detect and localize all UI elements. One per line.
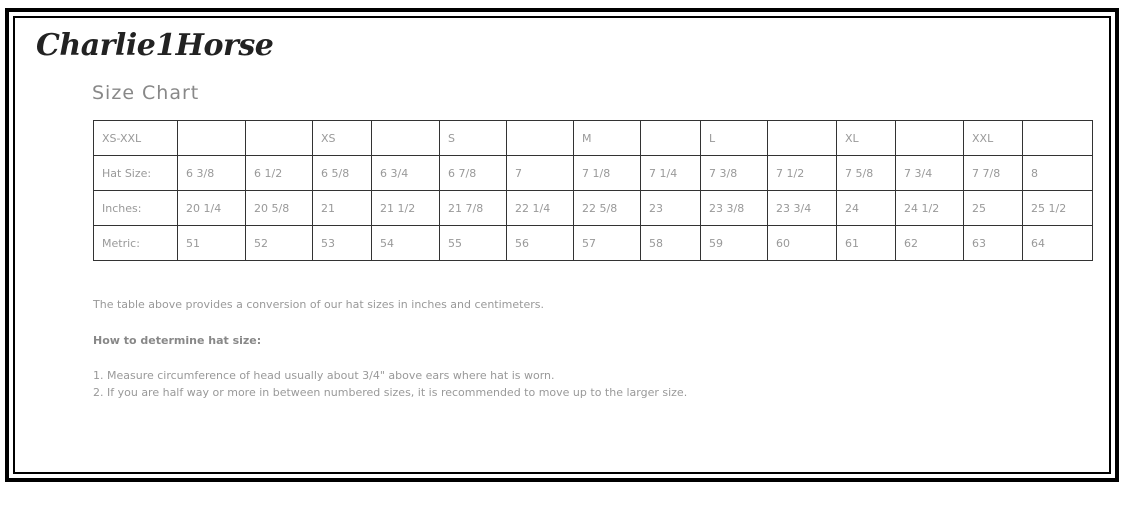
table-cell: 56 [506, 225, 574, 261]
table-row: XS-XXL XS S M L XL XXL [93, 120, 1093, 156]
table-cell: 21 1/2 [371, 190, 440, 226]
intro-text: The table above provides a conversion of… [93, 298, 544, 311]
table-row: Hat Size: 6 3/8 6 1/2 6 5/8 6 3/4 6 7/8 7 7 1/8… [93, 155, 1093, 191]
inner-frame [13, 16, 1111, 474]
table-cell: XS [312, 120, 372, 156]
table-cell: 58 [640, 225, 701, 261]
table-cell: 55 [439, 225, 507, 261]
page-title: Size Chart [92, 82, 200, 104]
table-cell: XL [836, 120, 896, 156]
size-table: XS-XXL XS S M L XL XXL Hat Size: 6 3/8 6 1/2 6 5/8… [93, 120, 1093, 261]
table-cell: 20 5/8 [245, 190, 313, 226]
table-cell [1022, 120, 1093, 156]
table-cell [177, 120, 246, 156]
table-cell: 23 [640, 190, 701, 226]
table-cell: 7 1/8 [573, 155, 641, 191]
table-cell: 7 1/4 [640, 155, 701, 191]
table-cell: 60 [767, 225, 837, 261]
table-cell: 7 3/8 [700, 155, 768, 191]
table-cell [767, 120, 837, 156]
table-cell [371, 120, 440, 156]
table-cell: 23 3/8 [700, 190, 768, 226]
table-cell: 22 5/8 [573, 190, 641, 226]
table-cell: 21 7/8 [439, 190, 507, 226]
table-cell: 53 [312, 225, 372, 261]
table-cell: 25 [963, 190, 1023, 226]
instruction-step: 1. Measure circumference of head usually… [93, 369, 555, 382]
table-cell: XXL [963, 120, 1023, 156]
table-cell: 8 [1022, 155, 1093, 191]
table-cell [640, 120, 701, 156]
table-cell: 20 1/4 [177, 190, 246, 226]
row-label: XS-XXL [93, 120, 178, 156]
table-cell: 52 [245, 225, 313, 261]
table-cell: 7 7/8 [963, 155, 1023, 191]
table-cell: 6 3/8 [177, 155, 246, 191]
table-cell: 6 1/2 [245, 155, 313, 191]
frame [5, 8, 1119, 482]
table-cell: 62 [895, 225, 964, 261]
table-cell: S [439, 120, 507, 156]
table-cell: 22 1/4 [506, 190, 574, 226]
row-label: Hat Size: [93, 155, 178, 191]
table-cell: M [573, 120, 641, 156]
table-cell: 6 3/4 [371, 155, 440, 191]
instruction-step: 2. If you are half way or more in betwee… [93, 386, 688, 399]
table-cell: 25 1/2 [1022, 190, 1093, 226]
table-cell: L [700, 120, 768, 156]
table-cell: 7 3/4 [895, 155, 964, 191]
table-cell: 7 [506, 155, 574, 191]
table-cell: 6 5/8 [312, 155, 372, 191]
row-label: Inches: [93, 190, 178, 226]
table-cell: 61 [836, 225, 896, 261]
table-row: Metric: 51 52 53 54 55 56 57 58 59 60 61 62 63 64 [93, 225, 1093, 261]
table-cell: 7 5/8 [836, 155, 896, 191]
table-cell: 54 [371, 225, 440, 261]
table-cell: 21 [312, 190, 372, 226]
brand-logo: Charlie1Horse [36, 28, 274, 63]
table-cell [245, 120, 313, 156]
table-cell: 24 1/2 [895, 190, 964, 226]
table-cell: 57 [573, 225, 641, 261]
table-cell: 23 3/4 [767, 190, 837, 226]
table-cell: 51 [177, 225, 246, 261]
table-cell [895, 120, 964, 156]
table-cell: 63 [963, 225, 1023, 261]
table-cell: 64 [1022, 225, 1093, 261]
section-heading: How to determine hat size: [93, 334, 262, 347]
table-cell: 7 1/2 [767, 155, 837, 191]
row-label: Metric: [93, 225, 178, 261]
table-cell: 6 7/8 [439, 155, 507, 191]
table-cell [506, 120, 574, 156]
table-cell: 59 [700, 225, 768, 261]
table-row: Inches: 20 1/4 20 5/8 21 21 1/2 21 7/8 22 1/4 2… [93, 190, 1093, 226]
table-cell: 24 [836, 190, 896, 226]
